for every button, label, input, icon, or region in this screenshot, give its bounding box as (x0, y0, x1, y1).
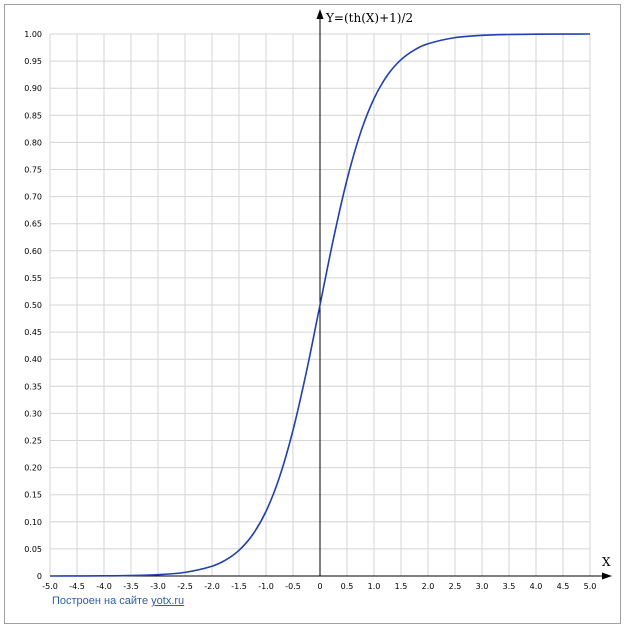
x-tick-label-12: 1.0 (368, 582, 381, 591)
y-tick-label-2: 0.10 (24, 518, 42, 527)
x-tick-label-9: -0.5 (285, 582, 301, 591)
y-tick-label-8: 0.40 (24, 355, 42, 364)
y-tick-label-11: 0.55 (24, 274, 42, 283)
x-tick-label-1: -4.5 (69, 582, 85, 591)
series-group (49, 33, 591, 577)
y-tick-label-0: 0 (37, 572, 42, 581)
y-tick-label-18: 0.90 (24, 84, 42, 93)
x-axis-arrow (602, 572, 612, 580)
axes (50, 9, 612, 580)
y-tick-label-6: 0.30 (24, 409, 42, 418)
x-tick-label-11: 0.5 (341, 582, 354, 591)
y-tick-label-14: 0.70 (24, 193, 42, 202)
y-tick-label-4: 0.20 (24, 464, 42, 473)
chart-frame: -5.0 -4.5 -4.0 -3.5 -3.0 -2.5 -2.0 -1.5 -1.0 -0.5… (4, 4, 621, 624)
y-tick-labels: 0 0.05 0.10 0.15 0.20 0.25 0.30 0.35 0.40 0.45 0.5… (24, 30, 42, 581)
footer-text: Построен на сайте (52, 595, 149, 607)
y-tick-label-12: 0.60 (24, 247, 42, 256)
y-tick-label-10: 0.50 (24, 301, 42, 310)
site-link[interactable]: yotx.ru (151, 595, 185, 607)
x-tick-label-17: 3.5 (503, 582, 516, 591)
x-tick-label-13: 1.5 (395, 582, 408, 591)
x-tick-label-10: 0 (317, 582, 322, 591)
x-tick-label-6: -2.0 (204, 582, 220, 591)
y-tick-label-3: 0.15 (24, 491, 42, 500)
x-tick-label-19: 4.5 (557, 582, 570, 591)
x-tick-label-8: -1.0 (258, 582, 274, 591)
x-axis-title: X (602, 555, 611, 569)
function-chart: -5.0 -4.5 -4.0 -3.5 -3.0 -2.5 -2.0 -1.5 -1.0 -0.5… (24, 9, 612, 591)
x-tick-label-2: -4.0 (96, 582, 112, 591)
x-tick-label-5: -2.5 (177, 582, 193, 591)
series-line-0 (49, 33, 591, 577)
x-tick-label-15: 2.5 (449, 582, 462, 591)
x-tick-label-0: -5.0 (42, 582, 58, 591)
x-tick-label-16: 3.0 (476, 582, 489, 591)
y-tick-label-15: 0.75 (24, 166, 42, 175)
y-tick-label-13: 0.65 (24, 220, 42, 229)
y-tick-label-17: 0.85 (24, 111, 42, 120)
y-tick-label-20: 1.00 (24, 30, 42, 39)
x-tick-label-7: -1.5 (231, 582, 247, 591)
x-tick-label-20: 5.0 (584, 582, 597, 591)
y-axis-title: Y=(th(X)+1)/2 (325, 11, 413, 25)
y-axis-arrow (316, 9, 324, 19)
footer-credit: Построен на сайте yotx.ru (52, 595, 184, 607)
x-tick-labels: -5.0 -4.5 -4.0 -3.5 -3.0 -2.5 -2.0 -1.5 -1.0 -0.5… (42, 582, 596, 591)
x-tick-label-18: 4.0 (530, 582, 543, 591)
y-tick-label-16: 0.80 (24, 138, 42, 147)
y-tick-label-5: 0.25 (24, 437, 42, 446)
x-tick-label-3: -3.5 (123, 582, 139, 591)
y-tick-label-9: 0.45 (24, 328, 42, 337)
y-tick-label-19: 0.95 (24, 57, 42, 66)
x-tick-label-14: 2.0 (422, 582, 435, 591)
y-tick-label-1: 0.05 (24, 545, 42, 554)
x-tick-label-4: -3.0 (150, 582, 166, 591)
y-tick-label-7: 0.35 (24, 382, 42, 391)
